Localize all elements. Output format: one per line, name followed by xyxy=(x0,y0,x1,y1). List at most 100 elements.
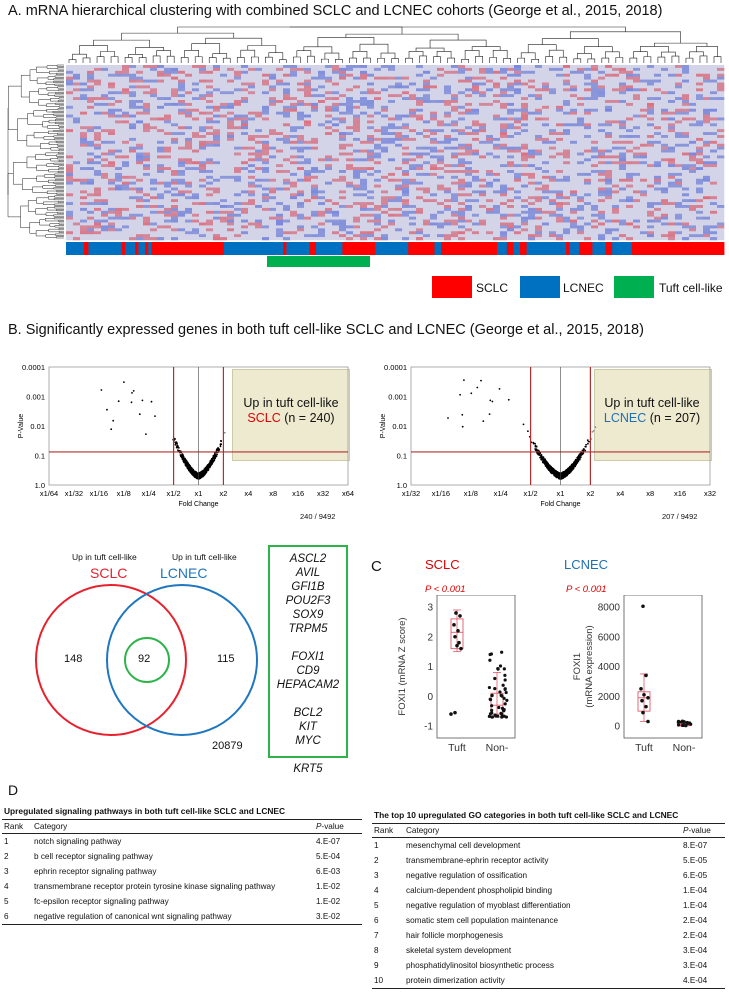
go-category-cell: negative regulation of myoblast differen… xyxy=(406,901,571,910)
heatmap-figure xyxy=(7,26,725,267)
boxplot-point xyxy=(494,714,498,718)
boxplot-point xyxy=(452,623,456,627)
lcnec-box-title: LCNEC xyxy=(564,557,609,572)
volcano-point xyxy=(223,431,226,434)
volcano-point xyxy=(209,464,212,467)
pathways-rank-cell: 3 xyxy=(4,867,9,876)
volcano-point xyxy=(489,399,492,402)
volcano-point xyxy=(206,469,209,471)
go-pvalue-cell: 5.E-05 xyxy=(683,856,708,865)
boxplot-point xyxy=(490,715,495,719)
volcano-point xyxy=(463,379,465,381)
go-category-cell: protein dimerization activity xyxy=(404,973,681,989)
volcano-point xyxy=(540,458,543,461)
go-table-row: 9 phosphatidylinositol biosynthetic proce… xyxy=(372,958,725,973)
boxplot-point xyxy=(493,676,497,681)
volcano-point xyxy=(191,468,194,470)
pathways-pvalue-cell: 1.E-02 xyxy=(316,882,341,891)
volcano-point xyxy=(193,474,196,477)
volcano-point xyxy=(182,456,185,459)
boxplot-point xyxy=(490,708,494,713)
pathways-category-cell: notch signaling pathway xyxy=(34,837,122,846)
boxplot-point xyxy=(454,611,458,615)
boxplot-point xyxy=(502,696,506,700)
volcano-point xyxy=(543,461,545,464)
boxplot-point xyxy=(503,687,507,692)
volcano-point xyxy=(488,413,491,415)
boxplot-y-tick: 6000 xyxy=(598,632,621,643)
volcano-point xyxy=(579,452,582,455)
volcano-x-label: Fold Change xyxy=(540,501,580,508)
volcano-point xyxy=(187,463,189,466)
venn-left-only-count: 148 xyxy=(64,653,83,665)
pathways-rank-cell: 2 xyxy=(4,852,9,861)
boxplot-category: Non- xyxy=(486,742,509,754)
volcano-point xyxy=(207,466,210,469)
sclc-annot-line1: Up in tuft cell-like xyxy=(243,396,339,410)
volcano-y-tick: 0.001 xyxy=(26,393,45,402)
gene-name: ASCL2 xyxy=(289,553,327,565)
sclc-annot-group: SCLC xyxy=(247,411,281,425)
volcano-point xyxy=(482,420,485,422)
volcano-point xyxy=(594,426,597,429)
boxplot-point xyxy=(490,694,494,698)
volcano-x-tick: x16 xyxy=(292,489,304,498)
volcano-x-tick: x1/2 xyxy=(166,489,180,498)
volcano-point xyxy=(576,456,579,459)
volcano-x-tick: x4 xyxy=(244,489,252,498)
volcano-point xyxy=(560,474,563,477)
volcano-point xyxy=(195,473,198,475)
go-category-header: Category xyxy=(404,823,681,838)
volcano-point xyxy=(123,381,125,383)
boxplot-point xyxy=(455,643,459,648)
boxplot-point xyxy=(641,710,645,715)
pathways-category-cell: b cell receptor signaling pathway xyxy=(34,852,153,861)
volcano-point xyxy=(177,446,179,449)
volcano-point xyxy=(569,466,572,469)
sclc-upregulated-region xyxy=(232,369,350,461)
pathways-category-cell: ephrin receptor signaling pathway xyxy=(34,867,157,876)
panel-c-label: C xyxy=(371,558,382,575)
volcano-point xyxy=(213,457,215,459)
go-category-cell: phosphatidylinositol biosynthetic proces… xyxy=(406,961,554,970)
volcano-point xyxy=(185,462,187,464)
boxplot-category: Tuft xyxy=(635,742,653,754)
boxplot-point xyxy=(490,704,494,708)
volcano-point xyxy=(558,475,560,478)
volcano-point xyxy=(209,460,212,463)
lcnec-volcano-annotation: Up in tuft cell-like LCNEC (n = 207) xyxy=(596,396,708,426)
volcano-point xyxy=(592,429,595,432)
go-category-cell: skeletal system development xyxy=(406,946,512,955)
left-dendrogram xyxy=(7,64,64,239)
go-category-cell: somatic stem cell population maintenance xyxy=(406,916,559,925)
volcano-point xyxy=(132,390,135,392)
boxplot-point xyxy=(642,692,646,697)
pathways-rank-cell: 4 xyxy=(4,882,9,891)
legend-label-lcnec: LCNEC xyxy=(563,281,604,295)
lcnec-count-label: 207 / 9492 xyxy=(662,512,698,521)
boxplot-point xyxy=(502,667,506,671)
pathways-rank-header: Rank xyxy=(2,819,32,834)
venn-right-name: LCNEC xyxy=(160,565,208,581)
volcano-point xyxy=(210,461,213,464)
lcnec-annot-count: (n = 207) xyxy=(649,411,701,425)
volcano-x-tick: x32 xyxy=(704,489,716,498)
pathways-table-title: Upregulated signaling pathways in both t… xyxy=(4,806,286,816)
venn-right-only-count: 115 xyxy=(217,653,235,665)
volcano-point xyxy=(447,417,449,419)
boxplot-point xyxy=(504,690,508,695)
panel-a-title: A. mRNA hierarchical clustering with com… xyxy=(8,3,663,19)
boxplot-point xyxy=(449,712,453,716)
volcano-point xyxy=(191,473,193,476)
go-table-row: 1 mesenchymal cell development 8.E-07 xyxy=(372,838,725,854)
sclc-volcano-annotation: Up in tuft cell-like SCLC (n = 240) xyxy=(236,396,346,426)
go-table-row: 5 negative regulation of myoblast differe… xyxy=(372,898,725,913)
gene-name: MYC xyxy=(295,735,321,747)
boxplot-y-tick: -1 xyxy=(424,722,433,733)
gene-name: KIT xyxy=(299,721,317,733)
go-rank-cell: 5 xyxy=(374,901,379,910)
go-pvalue-cell: 1.E-04 xyxy=(683,886,708,895)
boxplot-y-label: FOXI1 xyxy=(572,653,583,680)
sclc-box-pvalue: P < 0.001 xyxy=(425,584,466,595)
lcnec-annot-line1: Up in tuft cell-like xyxy=(604,396,700,410)
